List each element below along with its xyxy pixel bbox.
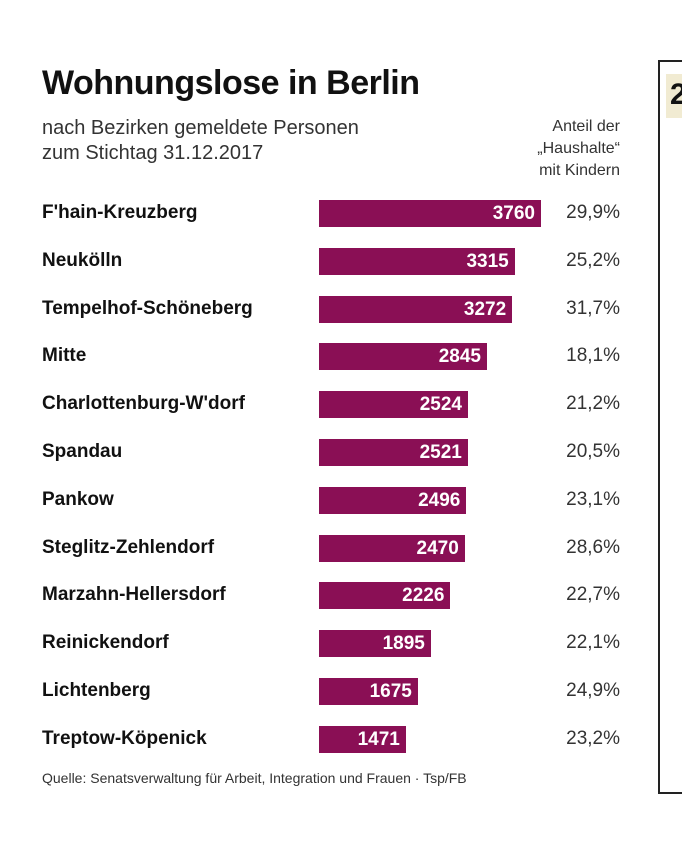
category-label: Marzahn-Hellersdorf bbox=[42, 584, 226, 606]
bar-row: Reinickendorf 1895 22,1% bbox=[30, 628, 628, 658]
share-value: 25,2% bbox=[566, 249, 620, 271]
bar: 3315 bbox=[319, 247, 515, 275]
bar-value-label: 2226 bbox=[402, 585, 445, 607]
bar-value-label: 1895 bbox=[382, 633, 425, 655]
category-label: Mitte bbox=[42, 345, 87, 367]
bar-row: Charlottenburg-W'dorf 2524 21,2% bbox=[30, 389, 628, 419]
share-header-line-1: Anteil der bbox=[552, 118, 620, 135]
bar: 2521 bbox=[319, 439, 468, 466]
bar: 3760 bbox=[319, 200, 541, 227]
bar: 2470 bbox=[319, 534, 465, 562]
category-label: Neukölln bbox=[42, 249, 123, 271]
bar: 2845 bbox=[319, 343, 487, 371]
bar-row: Spandau 2521 20,5% bbox=[30, 437, 628, 467]
share-value: 28,6% bbox=[566, 536, 620, 558]
bar-value-label: 3315 bbox=[466, 250, 509, 272]
bar-row: Neukölln 3315 25,2% bbox=[30, 246, 628, 276]
category-label: Spandau bbox=[42, 441, 123, 462]
bar-value-label: 3760 bbox=[492, 203, 535, 224]
bar-row: F'hain-Kreuzberg 3760 29,9% bbox=[30, 198, 628, 228]
category-label: Charlottenburg-W'dorf bbox=[42, 393, 245, 415]
bar-row: Marzahn-Hellersdorf 2226 22,7% bbox=[30, 580, 628, 610]
share-value: 21,2% bbox=[566, 393, 620, 415]
share-value: 29,9% bbox=[566, 202, 620, 223]
bar-row: Lichtenberg 1675 24,9% bbox=[30, 676, 628, 706]
bar-row: Mitte 2845 18,1% bbox=[30, 341, 628, 371]
share-value: 22,7% bbox=[566, 584, 620, 606]
bar: 2226 bbox=[319, 582, 451, 610]
bar-value-label: 1675 bbox=[369, 681, 412, 702]
share-value: 31,7% bbox=[566, 297, 620, 319]
bar: 2496 bbox=[319, 486, 467, 514]
bar-row: Treptow-Köpenick 1471 23,2% bbox=[30, 724, 628, 754]
subtitle-line-1: nach Bezirken gemeldete Personen bbox=[42, 117, 359, 139]
bar: 1471 bbox=[319, 725, 406, 753]
chart-subtitle: nach Bezirken gemeldete Personen zum Sti… bbox=[42, 116, 359, 166]
bar: 1895 bbox=[319, 630, 431, 658]
bar-value-label: 2496 bbox=[418, 489, 461, 511]
share-header-line-2: „Haushalte“ bbox=[537, 140, 620, 157]
category-label: Tempelhof-Schöneberg bbox=[42, 297, 253, 319]
category-label: Treptow-Köpenick bbox=[42, 727, 207, 749]
bar-value-label: 3272 bbox=[463, 298, 507, 320]
chart-card: Wohnungslose in Berlin nach Bezirken gem… bbox=[30, 50, 628, 800]
bar-value-label: 2521 bbox=[419, 442, 462, 463]
bar-row: Pankow 2496 23,1% bbox=[30, 485, 628, 515]
share-value: 18,1% bbox=[566, 345, 620, 367]
share-value: 23,2% bbox=[566, 727, 620, 749]
share-value: 24,9% bbox=[566, 680, 620, 701]
bar-value-label: 2845 bbox=[438, 346, 481, 368]
bar-value-label: 2524 bbox=[419, 394, 463, 416]
source-note: Quelle: Senatsverwaltung für Arbeit, Int… bbox=[42, 770, 467, 786]
adjacent-chart-edge: 2 bbox=[658, 60, 682, 794]
adjacent-chart-header: 2 bbox=[666, 74, 682, 118]
category-label: F'hain-Kreuzberg bbox=[42, 202, 198, 223]
adjacent-chart-glyph: 2 bbox=[670, 78, 682, 111]
category-label: Reinickendorf bbox=[42, 632, 169, 654]
bar-value-label: 1471 bbox=[357, 728, 400, 750]
share-header-line-3: mit Kindern bbox=[539, 162, 620, 179]
share-column-header: Anteil der „Haushalte“ mit Kindern bbox=[480, 116, 620, 182]
bar-value-label: 2470 bbox=[416, 537, 459, 559]
share-value: 23,1% bbox=[566, 488, 620, 510]
bar-row: Tempelhof-Schöneberg 3272 31,7% bbox=[30, 294, 628, 324]
share-value: 22,1% bbox=[566, 632, 620, 654]
subtitle-line-2: zum Stichtag 31.12.2017 bbox=[42, 142, 264, 164]
chart-title: Wohnungslose in Berlin bbox=[42, 64, 420, 102]
bar-row: Steglitz-Zehlendorf 2470 28,6% bbox=[30, 533, 628, 563]
bar: 3272 bbox=[319, 295, 513, 323]
category-label: Steglitz-Zehlendorf bbox=[42, 536, 215, 558]
share-value: 20,5% bbox=[566, 441, 620, 462]
bar: 2524 bbox=[319, 391, 469, 419]
category-label: Pankow bbox=[42, 488, 114, 510]
bar: 1675 bbox=[319, 678, 418, 705]
category-label: Lichtenberg bbox=[42, 680, 151, 701]
